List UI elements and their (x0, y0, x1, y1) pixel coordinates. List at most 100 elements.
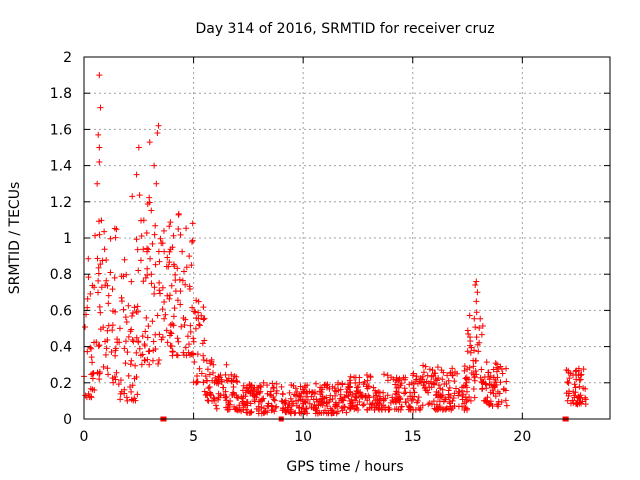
data-point (300, 400, 307, 407)
data-point (207, 360, 214, 367)
data-point (175, 338, 182, 345)
data-point (467, 349, 474, 356)
data-point (351, 374, 358, 381)
data-point (273, 390, 280, 397)
data-point (132, 362, 139, 369)
data-point (393, 388, 400, 395)
data-point (112, 352, 119, 359)
data-point (366, 401, 373, 408)
data-point (174, 352, 181, 359)
data-point (170, 322, 177, 329)
data-point (118, 294, 125, 301)
data-point (228, 391, 235, 398)
data-point (144, 272, 151, 279)
data-point (138, 217, 145, 224)
data-point (198, 370, 205, 377)
data-point (177, 301, 184, 308)
data-point (479, 323, 486, 330)
data-point (363, 371, 370, 378)
data-point (84, 348, 91, 355)
data-point (478, 366, 485, 373)
data-point (161, 315, 168, 322)
data-point (565, 380, 572, 387)
data-point (565, 369, 572, 376)
data-point (454, 370, 461, 377)
data-point (125, 372, 132, 379)
data-point (151, 284, 158, 291)
data-point (247, 400, 254, 407)
data-point (472, 282, 479, 289)
data-point (359, 402, 366, 409)
data-point (102, 351, 109, 358)
data-point (248, 409, 255, 416)
data-point (436, 398, 443, 405)
data-point (89, 375, 96, 382)
data-point (222, 371, 229, 378)
data-point (97, 309, 104, 316)
data-point (85, 274, 92, 281)
data-point (269, 380, 276, 387)
data-point (174, 335, 181, 342)
data-point (186, 285, 193, 292)
data-point (355, 406, 362, 413)
data-point (258, 398, 265, 405)
data-point (471, 347, 478, 354)
data-point (129, 337, 136, 344)
data-point (151, 231, 158, 238)
data-point (296, 404, 303, 411)
data-point (372, 389, 379, 396)
data-point (96, 144, 103, 151)
data-point (190, 338, 197, 345)
data-point (473, 309, 480, 316)
data-point (128, 396, 135, 403)
data-point (445, 377, 452, 384)
data-point (422, 363, 429, 370)
data-point (109, 327, 116, 334)
data-point (190, 335, 197, 342)
data-point (314, 410, 321, 417)
data-point (460, 391, 467, 398)
data-point (143, 314, 150, 321)
data-point (343, 409, 350, 416)
data-point (395, 389, 402, 396)
data-point (143, 230, 150, 237)
data-point (85, 255, 92, 262)
data-point (495, 401, 502, 408)
data-point (104, 365, 111, 372)
data-point (88, 371, 95, 378)
data-point (187, 322, 194, 329)
data-point (112, 308, 119, 315)
data-point (425, 401, 432, 408)
data-point (403, 399, 410, 406)
data-point (166, 259, 173, 266)
data-point (178, 323, 185, 330)
data-point (122, 360, 129, 367)
data-point (284, 405, 291, 412)
data-point (477, 315, 484, 322)
data-point (445, 387, 452, 394)
data-point (95, 264, 102, 271)
data-point (180, 314, 187, 321)
data-point (479, 379, 486, 386)
data-point (384, 377, 391, 384)
data-point (410, 396, 417, 403)
data-point (455, 403, 462, 410)
data-point (198, 312, 205, 319)
data-point (105, 292, 112, 299)
data-point (132, 397, 139, 404)
data-point (195, 309, 202, 316)
data-point (477, 374, 484, 381)
data-point (355, 383, 362, 390)
data-point (335, 379, 342, 386)
data-point (222, 388, 229, 395)
data-point (155, 248, 162, 255)
data-point (482, 380, 489, 387)
data-point (109, 322, 116, 329)
data-point (223, 393, 230, 400)
data-point (212, 402, 219, 409)
data-point (572, 368, 579, 375)
data-point (497, 379, 504, 386)
data-point (115, 381, 122, 388)
data-point (107, 269, 114, 276)
data-point (461, 400, 468, 407)
